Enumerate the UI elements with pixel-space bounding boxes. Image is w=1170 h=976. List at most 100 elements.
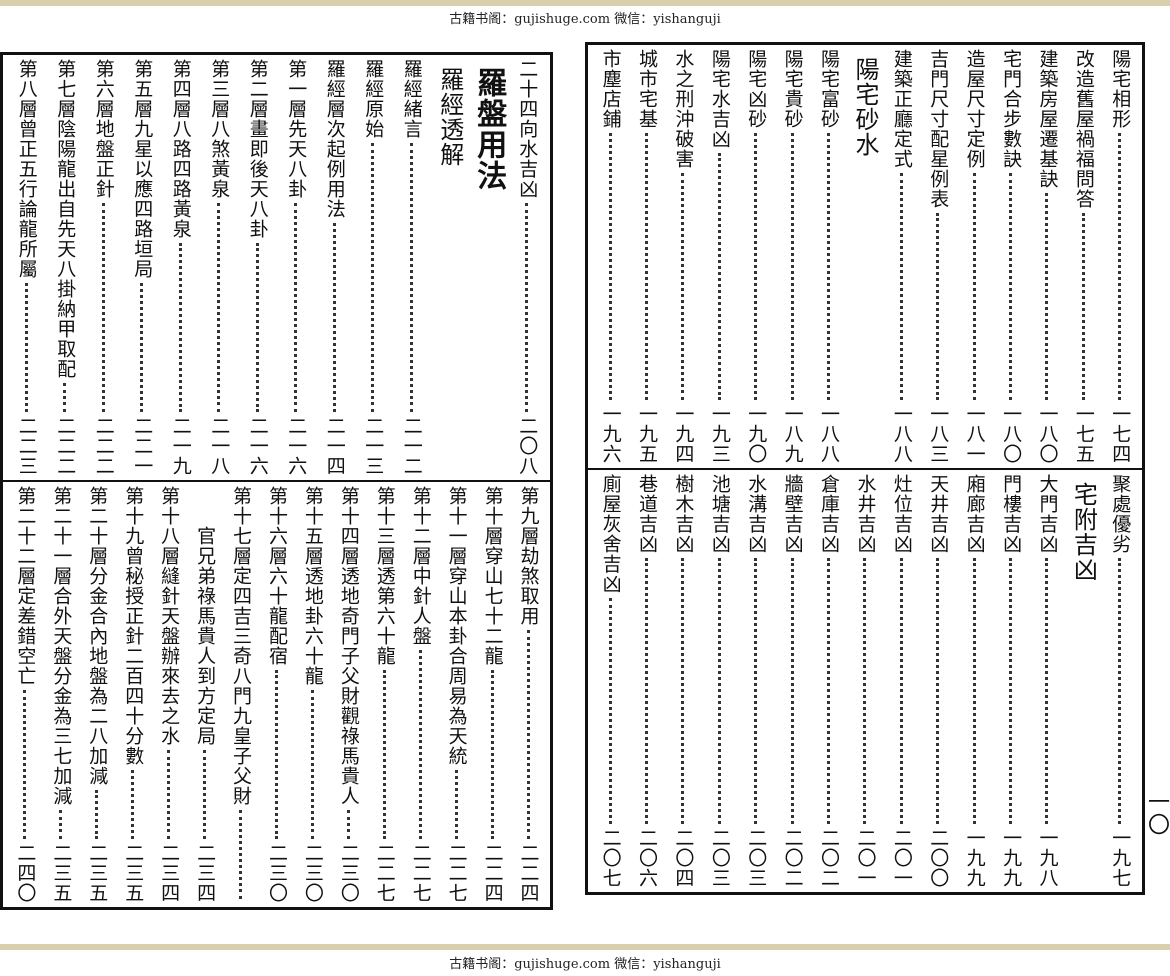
page-ref: 二一四 [323, 416, 346, 476]
page-ref: 一九三 [708, 403, 731, 464]
page-ref: 二二一 [131, 416, 154, 476]
dot-leader [310, 690, 314, 839]
toc-entry: 宅門合步數訣 一八〇 [992, 49, 1028, 464]
dot-leader [203, 750, 207, 839]
dot-leader [1118, 133, 1122, 400]
dot-leader [754, 133, 758, 400]
dot-leader [24, 283, 28, 412]
toc-entry: 第十四層透地奇門子父財觀祿馬貴人 二三〇 [330, 486, 366, 903]
dot-leader [371, 143, 375, 412]
page-ref: 二三〇 [337, 843, 360, 903]
page-ref: 二三五 [122, 843, 145, 903]
dot-leader [1118, 557, 1122, 824]
dot-leader [1045, 193, 1049, 400]
page-ref: 二三四 [194, 843, 217, 903]
toc-entry: 第十層穿山七十二龍 二二四 [474, 486, 510, 903]
page-ref: 一九八 [1036, 828, 1059, 888]
page-ref: 二二二 [54, 416, 77, 476]
page-ref: 一八九 [781, 403, 804, 464]
toc-entry: 陽宅相形 一七四 [1102, 49, 1138, 464]
page-ref: 一七四 [1109, 403, 1132, 464]
toc-entry: 第十八層縫針天盤辦來去之水 二三四 [151, 486, 187, 903]
page-ref: 二一三 [362, 416, 385, 476]
toc-entry: 大門吉凶 一九八 [1029, 474, 1065, 889]
page-ref: 二三〇 [265, 843, 288, 903]
toc-entry: 陽宅水吉凶 一九三 [701, 49, 737, 464]
entry-title: 第五層九星以應四路垣局 [131, 59, 154, 279]
dot-leader [827, 557, 831, 824]
dot-leader [418, 650, 422, 839]
page-ref: 二一六 [246, 416, 269, 476]
toc-entry: 第三層八煞黃泉 二一八 [200, 59, 239, 476]
entry-title: 大門吉凶 [1036, 473, 1059, 554]
dot-leader [972, 557, 976, 824]
toc-section: 第九層劫煞取用 二二四 第十層穿山七十二龍 二二四 第十一層穿山本卦合周易為天統 二二七第… [3, 480, 550, 907]
page-ref: 二三四 [158, 843, 181, 903]
section-heading: 羅盤用法 [471, 67, 507, 191]
page-number: 一〇 [1144, 790, 1169, 836]
entry-title: 樹木吉凶 [672, 473, 695, 554]
entry-title: 吉門尺寸配星例表 [927, 49, 950, 209]
dot-leader [936, 213, 940, 400]
entry-title: 天井吉凶 [927, 473, 950, 554]
entry-title: 水溝吉凶 [745, 473, 768, 554]
dot-leader [717, 557, 721, 824]
page-ref: 一九〇 [745, 403, 768, 464]
dot-leader [827, 133, 831, 400]
toc-entry: 水井吉凶 二〇一 [847, 474, 883, 889]
entry-title: 第二十二層定差錯空亡 [14, 486, 37, 686]
entry-title: 宅門合步數訣 [1000, 49, 1023, 169]
toc-entry: 改造舊屋禍福問答 一七五 [1065, 49, 1101, 464]
dot-leader [863, 557, 867, 824]
toc-entry: 倉庫吉凶 二〇二 [810, 474, 846, 889]
dot-leader [101, 203, 105, 412]
dot-leader [608, 597, 612, 824]
page-ref: 一七五 [1072, 403, 1095, 464]
entry-title: 羅經原始 [362, 59, 385, 139]
page-ref: 一八〇 [1036, 403, 1059, 464]
toc-entry: 第五層九星以應四路垣局二二一 [123, 59, 162, 476]
page-ref: 二〇三 [745, 828, 768, 888]
entry-title: 倉庫吉凶 [818, 473, 841, 554]
page-ref: 二〇〇 [927, 828, 950, 888]
dot-leader [131, 770, 135, 839]
page-ref: 二二二 [92, 416, 115, 476]
dot-leader [1045, 557, 1049, 824]
entry-title: 第十七層定四吉三奇八門九皇子父財 [230, 486, 253, 806]
toc-entry: 羅經層次起例用法 二一四 [315, 59, 354, 476]
toc-entry: 第二十一層合外天盤分金為三七加減二三五 [43, 486, 79, 903]
dot-leader [972, 173, 976, 400]
dot-leader [1009, 557, 1013, 824]
toc-section: 二十四向水吉凶 二〇八 羅盤用法 羅經透解 羅經緒言 二一二 羅經原始 二一三 羅經層次起例用法… [3, 55, 550, 480]
page-ref: 二二七 [409, 843, 432, 903]
dot-leader [645, 557, 649, 824]
page-ref: 二二四 [517, 843, 540, 903]
toc-entry: 宅附吉凶 [1065, 474, 1101, 889]
toc-entry: 池塘吉凶 二〇三 [701, 474, 737, 889]
entry-title: 第二十一層合外天盤分金為三七加減 [50, 486, 73, 806]
dot-leader [167, 750, 171, 839]
toc-entry: 第十二層中針人盤 二二七 [402, 486, 438, 903]
entry-title: 第四層八路四路黃泉 [169, 59, 192, 239]
toc-entry: 第十七層定四吉三奇八門九皇子父財 [223, 486, 259, 903]
entry-title: 城市宅基 [636, 49, 659, 129]
entry-title: 第十九曾秘授正針二百四十分數 [122, 486, 145, 766]
toc-entry: 水溝吉凶 二〇三 [738, 474, 774, 889]
entry-title: 陽宅凶砂 [745, 49, 768, 129]
entry-title: 羅經緒言 [400, 59, 423, 139]
toc-section: 陽宅相形 一七四 改造舊屋禍福問答 一七五 建築房屋遷基訣 一八〇 宅門合步數訣 一八〇 造屋尺… [588, 45, 1142, 468]
toc-entry: 第七層陰陽龍出自先天八掛納甲取配 二二二 [46, 59, 85, 476]
page-ref: 二一六 [285, 416, 308, 476]
page-ref: 二一八 [208, 416, 231, 476]
page-ref: 一九九 [1000, 828, 1023, 888]
dot-leader [1081, 213, 1085, 400]
dot-leader [23, 690, 27, 839]
dot-leader [332, 223, 336, 412]
page-ref: 一八一 [963, 403, 986, 464]
page-ref: 二三五 [50, 843, 73, 903]
page-ref: 二二七 [445, 843, 468, 903]
toc-entry: 巷道吉凶 二〇六 [628, 474, 664, 889]
dot-leader [274, 670, 278, 839]
entry-title: 第九層劫煞取用 [517, 486, 540, 626]
